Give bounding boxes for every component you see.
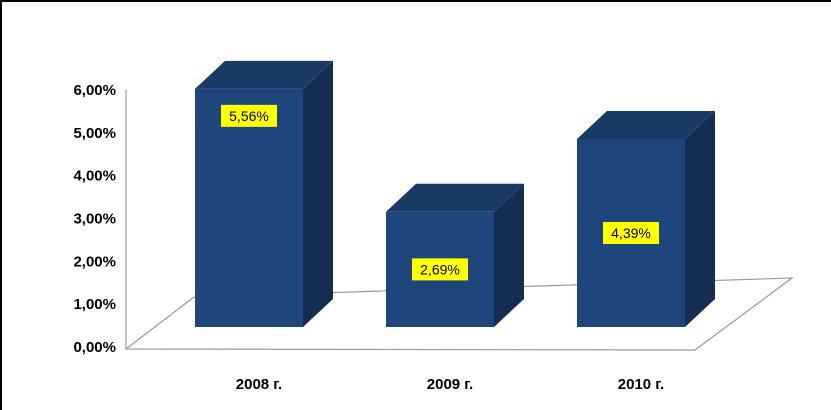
- data-labels: 5,56% 2,69% 4,39%: [221, 104, 659, 281]
- bar-top-face: [577, 110, 715, 139]
- y-tick-label: 5,00%: [73, 125, 116, 142]
- x-category-label: 2010 г.: [618, 376, 664, 393]
- bar: [386, 183, 524, 327]
- data-label: 5,56%: [221, 104, 277, 127]
- y-tick-label: 2,00%: [73, 253, 116, 270]
- category-labels: 2008 г. 2009 г. 2010 г.: [236, 376, 664, 393]
- bar-side-face: [494, 183, 524, 327]
- y-axis: 0,00% 1,00% 2,00% 3,00% 4,00% 5,00% 6,00%: [73, 82, 127, 356]
- data-label-text: 5,56%: [229, 108, 269, 124]
- bar-top-face: [195, 60, 333, 89]
- y-tick-label: 6,00%: [73, 82, 116, 99]
- data-label-text: 2,69%: [420, 261, 460, 277]
- data-label-bg: [221, 104, 277, 127]
- bar: [195, 60, 333, 327]
- bar-side-face: [303, 60, 333, 327]
- floor-plane: [124, 277, 794, 351]
- data-label-text: 4,39%: [611, 225, 651, 241]
- data-label: 2,69%: [412, 258, 468, 281]
- x-category-label: 2008 г.: [236, 376, 282, 393]
- data-label-bg: [412, 258, 468, 281]
- y-tick-label: 3,00%: [73, 211, 116, 228]
- y-tick-label: 4,00%: [73, 168, 116, 185]
- chart-floor: [124, 277, 794, 351]
- x-category-label: 2009 г.: [427, 376, 473, 393]
- data-label-bg: [603, 221, 659, 244]
- data-label: 4,39%: [603, 221, 659, 244]
- bar-side-face: [685, 110, 715, 327]
- y-tick-label: 0,00%: [73, 339, 116, 356]
- bar: [577, 110, 715, 327]
- bars: [195, 60, 715, 327]
- bar-front-face: [195, 88, 303, 327]
- bar-top-face: [386, 183, 524, 212]
- y-tick-label: 1,00%: [73, 296, 116, 313]
